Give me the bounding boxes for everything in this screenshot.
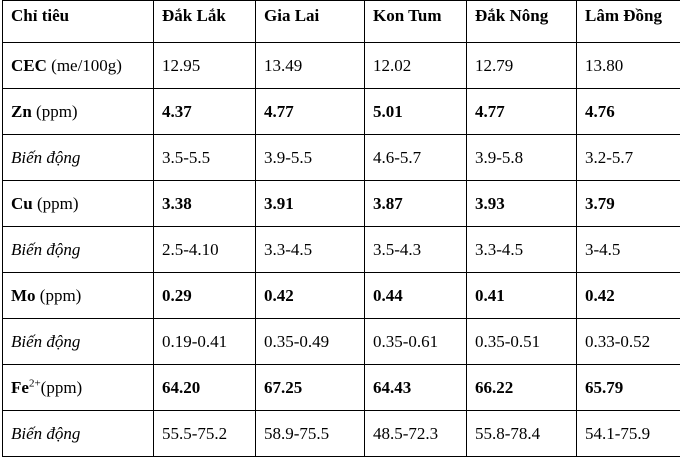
table-cell: 12.95 (153, 42, 256, 89)
row-label-main: Zn (11, 101, 32, 121)
row-label-main: CEC (11, 55, 47, 75)
table-header-row: Chỉ tiêu Đắk Lắk Gia Lai Kon Tum Đắk Nôn… (2, 0, 680, 43)
table-cell: 3-4.5 (576, 226, 680, 273)
table-cell: 5.01 (364, 88, 467, 135)
table-cell: 0.29 (153, 272, 256, 319)
table-cell: 64.43 (364, 364, 467, 411)
table-cell: 64.20 (153, 364, 256, 411)
row-label: CEC (me/100g) (2, 42, 154, 89)
header-cell-gia-lai: Gia Lai (255, 0, 365, 43)
row-label-unit: (ppm) (31, 101, 78, 121)
row-label-unit: (ppm) (40, 377, 83, 397)
table-cell: 3.9-5.5 (255, 134, 365, 181)
table-cell: 4.6-5.7 (364, 134, 467, 181)
table-cell: 66.22 (466, 364, 577, 411)
row-label-unit: (ppm) (32, 193, 79, 213)
table-cell: 12.02 (364, 42, 467, 89)
table-cell: 0.42 (255, 272, 365, 319)
table-cell: 48.5-72.3 (364, 410, 467, 457)
row-label-unit: (ppm) (35, 285, 82, 305)
table-row-mo: Mo (ppm) 0.29 0.42 0.44 0.41 0.42 (2, 272, 680, 319)
header-cell-kon-tum: Kon Tum (364, 0, 467, 43)
table-cell: 13.49 (255, 42, 365, 89)
table-cell: 3.2-5.7 (576, 134, 680, 181)
table-cell: 3.79 (576, 180, 680, 227)
table-cell: 58.9-75.5 (255, 410, 365, 457)
table-cell: 3.9-5.8 (466, 134, 577, 181)
table-row-mo-range: Biến động 0.19-0.41 0.35-0.49 0.35-0.61 … (2, 318, 680, 365)
table-cell: 0.42 (576, 272, 680, 319)
table-cell: 2.5-4.10 (153, 226, 256, 273)
table-cell: 3.87 (364, 180, 467, 227)
table-cell: 55.8-78.4 (466, 410, 577, 457)
table-cell: 3.5-4.3 (364, 226, 467, 273)
row-label: Mo (ppm) (2, 272, 154, 319)
row-label-superscript: 2+ (28, 376, 41, 389)
header-cell-lam-dong: Lâm Đồng (576, 0, 680, 43)
table-cell: 0.44 (364, 272, 467, 319)
table-cell: 55.5-75.2 (153, 410, 256, 457)
table-cell: 12.79 (466, 42, 577, 89)
table-cell: 0.41 (466, 272, 577, 319)
table-cell: 65.79 (576, 364, 680, 411)
table-cell: 0.19-0.41 (153, 318, 256, 365)
table-row-zn: Zn (ppm) 4.37 4.77 5.01 4.77 4.76 (2, 88, 680, 135)
row-label: Biến động (2, 410, 154, 457)
table-cell: 0.35-0.61 (364, 318, 467, 365)
table-row-cu-range: Biến động 2.5-4.10 3.3-4.5 3.5-4.3 3.3-4… (2, 226, 680, 273)
table-cell: 67.25 (255, 364, 365, 411)
table-cell: 4.77 (255, 88, 365, 135)
table-cell: 3.93 (466, 180, 577, 227)
row-label-main: Cu (11, 193, 33, 213)
table-cell: 3.38 (153, 180, 256, 227)
table-cell: 4.77 (466, 88, 577, 135)
soil-nutrient-table: Chỉ tiêu Đắk Lắk Gia Lai Kon Tum Đắk Nôn… (2, 0, 680, 457)
row-label-main: Mo (11, 285, 36, 305)
row-label-unit: (me/100g) (46, 55, 122, 75)
table-cell: 4.37 (153, 88, 256, 135)
header-cell-dak-nong: Đắk Nông (466, 0, 577, 43)
table-cell: 0.33-0.52 (576, 318, 680, 365)
row-label-main: Fe (11, 377, 29, 397)
table-cell: 3.5-5.5 (153, 134, 256, 181)
row-label: Zn (ppm) (2, 88, 154, 135)
row-label: Biến động (2, 226, 154, 273)
row-label: Fe2+(ppm) (2, 364, 154, 411)
table-row-cec: CEC (me/100g) 12.95 13.49 12.02 12.79 13… (2, 42, 680, 89)
table-row-cu: Cu (ppm) 3.38 3.91 3.87 3.93 3.79 (2, 180, 680, 227)
table-row-zn-range: Biến động 3.5-5.5 3.9-5.5 4.6-5.7 3.9-5.… (2, 134, 680, 181)
table-cell: 3.91 (255, 180, 365, 227)
table-row-fe-range: Biến động 55.5-75.2 58.9-75.5 48.5-72.3 … (2, 410, 680, 457)
table-cell: 0.35-0.51 (466, 318, 577, 365)
table-cell: 3.3-4.5 (466, 226, 577, 273)
table-cell: 3.3-4.5 (255, 226, 365, 273)
table-cell: 0.35-0.49 (255, 318, 365, 365)
row-label: Cu (ppm) (2, 180, 154, 227)
header-cell-dak-lak: Đắk Lắk (153, 0, 256, 43)
table-cell: 4.76 (576, 88, 680, 135)
row-label: Biến động (2, 318, 154, 365)
table-cell: 54.1-75.9 (576, 410, 680, 457)
header-cell-indicator: Chỉ tiêu (2, 0, 154, 43)
table-cell: 13.80 (576, 42, 680, 89)
table-row-fe: Fe2+(ppm) 64.20 67.25 64.43 66.22 65.79 (2, 364, 680, 411)
row-label: Biến động (2, 134, 154, 181)
